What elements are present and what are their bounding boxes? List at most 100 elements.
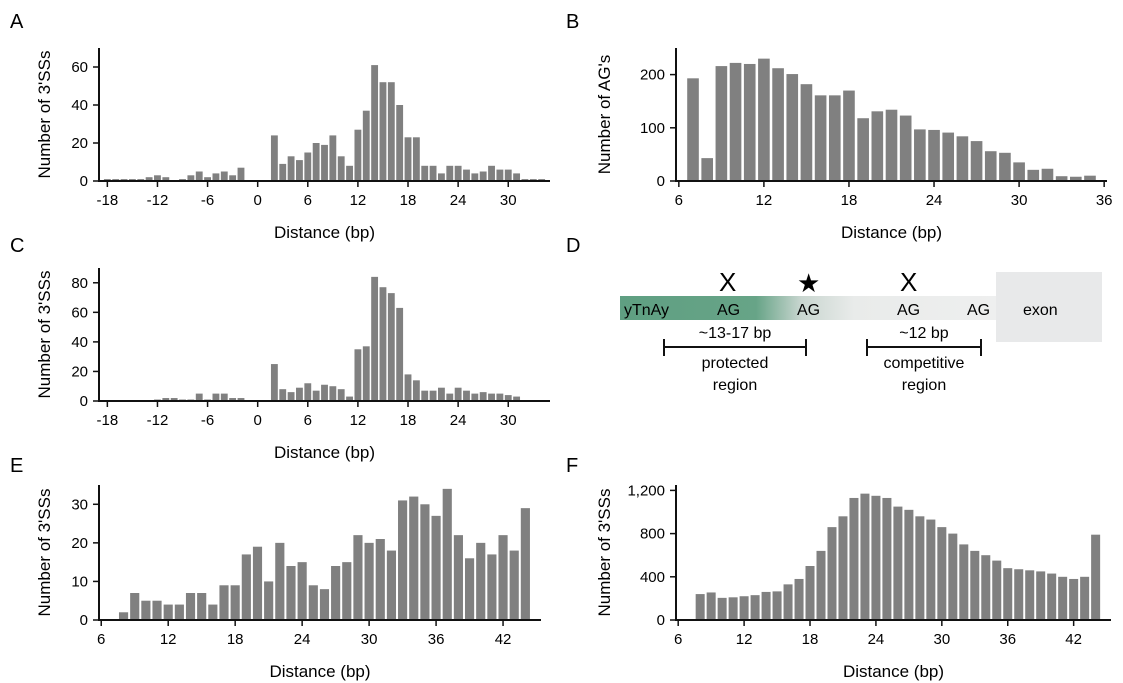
bar (827, 527, 837, 620)
y-tick-label: 100 (640, 120, 665, 137)
x-tick-label: 12 (160, 631, 177, 648)
bar (354, 129, 362, 181)
x-axis-label: Distance (bp) (841, 223, 942, 242)
x-tick-label: 18 (227, 631, 244, 648)
bar (1058, 576, 1068, 620)
x-tick-label: 30 (1011, 192, 1028, 209)
bar (241, 554, 251, 620)
y-tick-label: 1,200 (627, 482, 665, 499)
bar (1047, 573, 1057, 620)
sequence-bar (620, 296, 998, 320)
bar (118, 612, 129, 620)
bar (695, 594, 705, 620)
bar (885, 109, 898, 181)
x-tick-label: 24 (868, 631, 885, 648)
bar (237, 167, 245, 181)
bar (857, 118, 869, 181)
bar (420, 504, 430, 620)
bar (1003, 568, 1013, 620)
panel-label-d: D (566, 235, 580, 257)
x-tick-label: 24 (294, 631, 311, 648)
bar (331, 566, 341, 620)
x-tick-label: 0 (254, 192, 262, 209)
bar (438, 173, 445, 181)
protected-bracket (663, 339, 807, 356)
seq-left-label: yTnAy (624, 302, 669, 319)
x-tick-label: 6 (304, 192, 312, 209)
ag-2-label: AG (797, 302, 820, 319)
x-tick-label: 24 (450, 192, 467, 209)
x-tick-label: 18 (802, 631, 819, 648)
x-tick-label: 36 (428, 631, 445, 648)
ag-1-label: AG (717, 302, 740, 319)
bar (431, 515, 441, 620)
bar (308, 585, 318, 620)
y-tick-label: 80 (71, 275, 88, 292)
x-tick-label: 36 (999, 631, 1016, 648)
x-axis-label: Distance (bp) (274, 443, 375, 462)
bar (496, 169, 504, 181)
bar (237, 398, 245, 401)
bar (454, 165, 462, 181)
bar (220, 393, 228, 401)
bar (412, 380, 420, 401)
bar (337, 156, 345, 181)
bar (252, 546, 263, 620)
cross-mark-2: X (900, 267, 917, 297)
exon-label: exon (1023, 302, 1058, 319)
y-axis-label: Number of 3'SSs (595, 489, 614, 617)
x-tick-label: 6 (675, 192, 683, 209)
cross-mark-1: X (719, 267, 736, 297)
bar (1055, 176, 1068, 181)
bar (409, 496, 419, 620)
panel-label-a: A (10, 11, 24, 33)
bar (442, 488, 452, 620)
bar (479, 171, 487, 181)
bar (412, 137, 420, 181)
x-tick-label: 24 (450, 412, 467, 429)
bar (904, 509, 914, 620)
bar (130, 593, 140, 620)
y-tick-label: 400 (640, 569, 665, 586)
bar (429, 165, 437, 181)
bar (1027, 169, 1040, 181)
panel-label-c: C (10, 235, 24, 257)
bar (1069, 578, 1079, 620)
bar (220, 171, 228, 181)
y-tick-label: 0 (657, 612, 665, 629)
x-tick-label: 42 (495, 631, 512, 648)
bar (296, 387, 303, 401)
x-tick-label: 18 (841, 192, 858, 209)
bar (362, 346, 370, 401)
bar (154, 175, 161, 181)
protected-line-2: region (713, 377, 757, 394)
bar (471, 173, 479, 181)
x-tick-label: 24 (926, 192, 943, 209)
bar (1070, 176, 1082, 181)
bar (750, 595, 760, 620)
bar (838, 516, 848, 620)
bar (346, 396, 353, 401)
bar (438, 387, 445, 401)
x-axis-label: Distance (bp) (274, 223, 375, 242)
bar (321, 384, 328, 401)
bar (871, 495, 881, 620)
bar (984, 151, 997, 181)
y-tick-label: 30 (71, 496, 88, 513)
bar (772, 68, 784, 181)
bar (396, 307, 404, 401)
protected-length: ~13-17 bp (699, 325, 772, 342)
x-tick-label: 18 (400, 412, 417, 429)
bar (970, 550, 980, 620)
bar (279, 163, 287, 181)
ag-4-label: AG (967, 302, 990, 319)
bar (496, 393, 504, 401)
bar (329, 135, 337, 181)
bar (488, 165, 495, 181)
x-tick-label: -6 (201, 192, 214, 209)
bar (758, 58, 770, 181)
y-tick-label: 20 (71, 135, 88, 152)
bar (337, 389, 345, 401)
bar (162, 177, 170, 181)
x-tick-label: 18 (400, 192, 417, 209)
